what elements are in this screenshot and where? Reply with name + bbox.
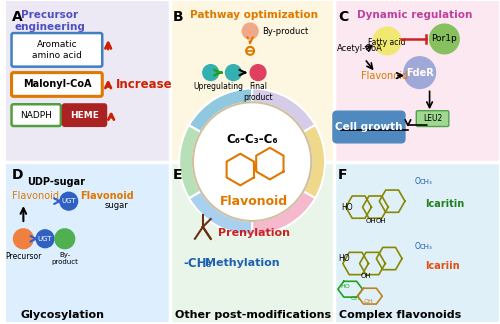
Text: A: A: [12, 10, 22, 24]
Text: HO: HO: [341, 202, 352, 212]
Wedge shape: [252, 88, 316, 132]
Circle shape: [242, 23, 258, 39]
Text: FdeR: FdeR: [406, 68, 433, 78]
Text: Flavonoid: Flavonoid: [220, 195, 288, 208]
Text: sugar: sugar: [104, 201, 128, 210]
Text: OH: OH: [376, 218, 386, 224]
Text: OH: OH: [366, 218, 376, 224]
Bar: [6, 1, 170, 162]
Text: Precursor
engineering: Precursor engineering: [14, 10, 86, 32]
Text: OH: OH: [364, 299, 374, 304]
Circle shape: [430, 24, 459, 54]
Text: NADPH: NADPH: [20, 110, 52, 120]
Text: CH₃: CH₃: [420, 244, 432, 250]
Circle shape: [374, 27, 401, 55]
Text: Pathway optimization: Pathway optimization: [190, 10, 318, 20]
Circle shape: [36, 230, 54, 248]
Text: Por1p: Por1p: [432, 34, 458, 43]
Text: O: O: [415, 242, 420, 251]
Circle shape: [14, 229, 33, 249]
FancyBboxPatch shape: [12, 33, 102, 67]
Text: Other post-modifications: Other post-modifications: [175, 310, 332, 320]
Text: Flavonoid: Flavonoid: [80, 191, 134, 201]
Wedge shape: [189, 88, 252, 132]
Text: F: F: [338, 168, 347, 181]
Bar: [334, 1, 498, 162]
Text: HEME: HEME: [70, 110, 99, 120]
Text: Precursor: Precursor: [5, 252, 42, 260]
Wedge shape: [189, 191, 252, 235]
Bar: [6, 162, 170, 322]
Text: Upregulating: Upregulating: [194, 83, 244, 91]
Circle shape: [193, 102, 312, 221]
Circle shape: [55, 229, 74, 249]
Text: OH: OH: [360, 273, 371, 279]
Bar: [170, 162, 334, 322]
Text: Flavonoid: Flavonoid: [12, 191, 58, 201]
Text: Glycosylation: Glycosylation: [20, 310, 104, 320]
Text: By-product: By-product: [262, 27, 308, 36]
Text: Icariin: Icariin: [424, 261, 460, 272]
Wedge shape: [179, 125, 201, 198]
Text: HO: HO: [341, 284, 350, 289]
Text: UGT: UGT: [62, 198, 76, 204]
FancyBboxPatch shape: [333, 111, 405, 143]
Text: UDP-sugar: UDP-sugar: [28, 178, 86, 188]
Text: Final
product: Final product: [243, 83, 273, 102]
Text: O: O: [415, 177, 420, 186]
Circle shape: [60, 192, 78, 210]
Circle shape: [404, 57, 436, 88]
Text: E: E: [173, 168, 182, 181]
FancyBboxPatch shape: [416, 111, 449, 126]
Text: Cell growth: Cell growth: [334, 122, 402, 132]
Text: HO: HO: [338, 254, 349, 263]
Text: CH₃: CH₃: [420, 179, 432, 185]
Text: Increase: Increase: [116, 78, 172, 91]
Text: OH: OH: [350, 296, 360, 301]
Wedge shape: [304, 125, 325, 198]
Text: -CH₃: -CH₃: [183, 257, 212, 270]
Text: Icaritin: Icaritin: [424, 199, 464, 209]
Circle shape: [226, 65, 242, 81]
Text: Fatty acid: Fatty acid: [368, 39, 406, 47]
Text: C: C: [338, 10, 348, 24]
Text: By-
product: By- product: [52, 252, 78, 265]
FancyBboxPatch shape: [12, 73, 102, 96]
Text: B: B: [173, 10, 184, 24]
Circle shape: [250, 65, 266, 81]
Circle shape: [203, 65, 218, 81]
FancyBboxPatch shape: [63, 104, 106, 126]
Text: Prenylation: Prenylation: [218, 228, 290, 238]
Text: D: D: [12, 168, 23, 181]
Bar: [334, 162, 498, 322]
Wedge shape: [252, 191, 316, 235]
Text: Malonyl-CoA: Malonyl-CoA: [22, 79, 91, 89]
Bar: [170, 1, 334, 162]
Text: Aromatic
amino acid: Aromatic amino acid: [32, 40, 82, 60]
Text: Acetyl-CoA: Acetyl-CoA: [337, 44, 383, 53]
Text: Methylation: Methylation: [205, 259, 280, 269]
Text: C₆-C₃-C₆: C₆-C₃-C₆: [226, 133, 278, 146]
Text: LEU2: LEU2: [423, 114, 442, 122]
Text: Dynamic regulation: Dynamic regulation: [357, 10, 472, 20]
Text: Flavonoid: Flavonoid: [360, 71, 408, 81]
FancyBboxPatch shape: [12, 104, 61, 126]
Text: Complex flavonoids: Complex flavonoids: [339, 310, 461, 320]
Text: UGT: UGT: [38, 236, 52, 242]
